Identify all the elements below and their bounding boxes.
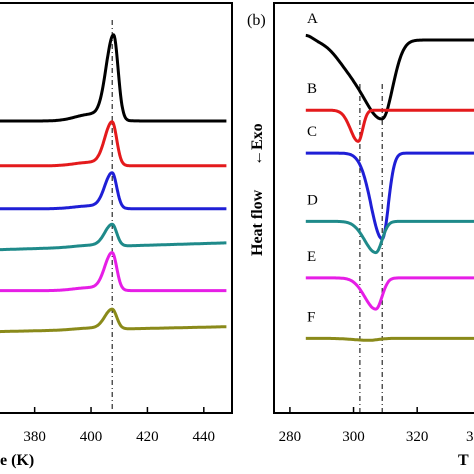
panel-b-curve-label-F: F bbox=[307, 309, 315, 325]
panel-b-curve-A bbox=[305, 33, 474, 121]
exo-direction-label: ←Exo bbox=[249, 123, 266, 166]
panel-b: (b) Heat flow ←Exo 280 300 320 3 A B C D E F T bbox=[247, 2, 474, 469]
panel-b-curve-label-D: D bbox=[307, 192, 318, 208]
panel-a-frame bbox=[0, 2, 233, 414]
panel-a-curve-6 bbox=[0, 307, 228, 334]
panel-b-frame bbox=[273, 2, 474, 414]
panel-b-y-axis-label: Heat flow ←Exo bbox=[249, 123, 266, 256]
panel-b-x-axis-label: T bbox=[458, 452, 469, 469]
panel-b-curve-label-A: A bbox=[307, 11, 318, 27]
heat-flow-label: Heat flow bbox=[249, 189, 266, 256]
panel-a-tick-label: 420 bbox=[136, 429, 159, 445]
panel-a-curve-3 bbox=[0, 171, 228, 211]
panel-a-x-axis-label: e (K) bbox=[0, 452, 34, 469]
panel-a-curve-2 bbox=[0, 120, 228, 168]
panel-b-tag: (b) bbox=[247, 12, 266, 29]
panel-a: 380 400 420 440 e (K) bbox=[0, 2, 233, 469]
panel-a-tick-label: 440 bbox=[193, 429, 216, 445]
panel-b-curve-C bbox=[305, 151, 474, 241]
panel-b-curves bbox=[305, 33, 474, 342]
panel-b-curve-B bbox=[305, 108, 474, 143]
panel-b-tick-label: 300 bbox=[342, 429, 365, 445]
panel-b-curve-label-B: B bbox=[307, 81, 317, 97]
panel-a-x-ticks: 380 400 420 440 bbox=[23, 407, 215, 445]
panel-b-tick-label-partial: 3 bbox=[466, 429, 474, 445]
panel-a-tick-label: 400 bbox=[80, 429, 103, 445]
panel-b-tick-label: 280 bbox=[279, 429, 302, 445]
panel-b-curve-F bbox=[305, 336, 474, 342]
panel-b-x-ticks: 280 300 320 3 bbox=[279, 407, 474, 445]
panel-a-curve-5 bbox=[0, 251, 228, 293]
panel-b-curve-label-E: E bbox=[307, 249, 316, 265]
panel-b-curve-label-C: C bbox=[307, 124, 317, 140]
panel-b-curve-D bbox=[305, 219, 474, 255]
panel-a-curve-1 bbox=[0, 33, 228, 123]
panel-a-curves bbox=[0, 33, 228, 334]
panel-b-curve-E bbox=[305, 276, 474, 311]
panel-b-tick-label: 320 bbox=[406, 429, 429, 445]
panel-b-reference-lines bbox=[359, 84, 383, 413]
panel-b-curve-labels: A B C D E F bbox=[307, 11, 318, 325]
panel-a-tick-label: 380 bbox=[23, 429, 46, 445]
panel-a-curve-4 bbox=[0, 222, 228, 252]
